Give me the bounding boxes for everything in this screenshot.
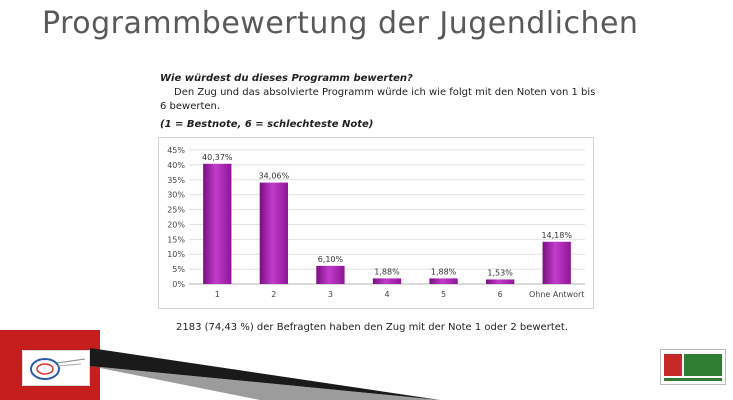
y-tick-label: 40% (167, 161, 185, 170)
gridlines (189, 149, 585, 285)
data-label: 14,18% (541, 231, 572, 240)
data-label: 34,06% (259, 172, 290, 181)
summary-text: 2183 (74,43 %) der Befragten haben den Z… (176, 322, 568, 333)
corner-swoosh (90, 348, 440, 400)
bar-6 (486, 279, 515, 284)
question-block: Wie würdest du dieses Programm bewerten?… (160, 72, 600, 132)
y-tick-label: 10% (167, 250, 185, 259)
slide-title: Programmbewertung der Jugendlichen (42, 6, 639, 41)
y-tick-label: 20% (167, 220, 185, 229)
x-tick-label: 4 (384, 290, 389, 299)
grading-note: (1 = Bestnote, 6 = schlechteste Note) (160, 119, 374, 130)
bar-3 (316, 265, 345, 284)
data-label: 1,88% (431, 267, 457, 276)
bar-7 (542, 241, 571, 284)
y-tick-label: 25% (167, 206, 185, 215)
data-label: 1,88% (374, 267, 400, 276)
question-title: Wie würdest du dieses Programm bewerten? (160, 73, 413, 84)
bar-5 (429, 278, 458, 284)
y-tick-label: 35% (167, 176, 185, 185)
data-label: 1,53% (487, 268, 513, 277)
data-label: 40,37% (202, 153, 233, 162)
x-tick-label: Ohne Antwort (529, 290, 584, 299)
x-tick-label: 1 (215, 290, 220, 299)
logo-red-block (664, 354, 682, 376)
bar-chart: 0% 5% 10% 15% 20% 25% 30% 35% 40% 45% 40,37% 1 34,0… (167, 146, 585, 299)
y-tick-label: 0% (172, 280, 185, 289)
bar-2 (259, 182, 288, 284)
organization-logo-icon (22, 350, 90, 386)
data-label: 6,10% (318, 255, 344, 264)
y-tick-label: 30% (167, 191, 185, 200)
verkehrswacht-logo-icon (660, 349, 726, 385)
chart-frame: 0% 5% 10% 15% 20% 25% 30% 35% 40% 45% 40,37% 1 34,0… (158, 137, 594, 309)
x-tick-label: 3 (328, 290, 333, 299)
bar-1 (203, 163, 232, 284)
logo-strip (664, 378, 722, 381)
bar-4 (372, 278, 402, 284)
x-tick-label: 2 (271, 290, 276, 299)
y-tick-label: 5% (172, 265, 185, 274)
x-tick-label: 6 (498, 290, 503, 299)
y-tick-label: 45% (167, 146, 185, 155)
x-tick-label: 5 (441, 290, 446, 299)
logo-green-block (684, 354, 722, 376)
labels: 40,37% 1 34,06% 2 6,10% 3 1,88% 4 1,88% 5 1,53% 6 14… (202, 153, 584, 299)
question-text: Den Zug und das absolvierte Programm wür… (160, 87, 596, 112)
y-tick-label: 15% (167, 235, 185, 244)
bars (203, 163, 571, 284)
